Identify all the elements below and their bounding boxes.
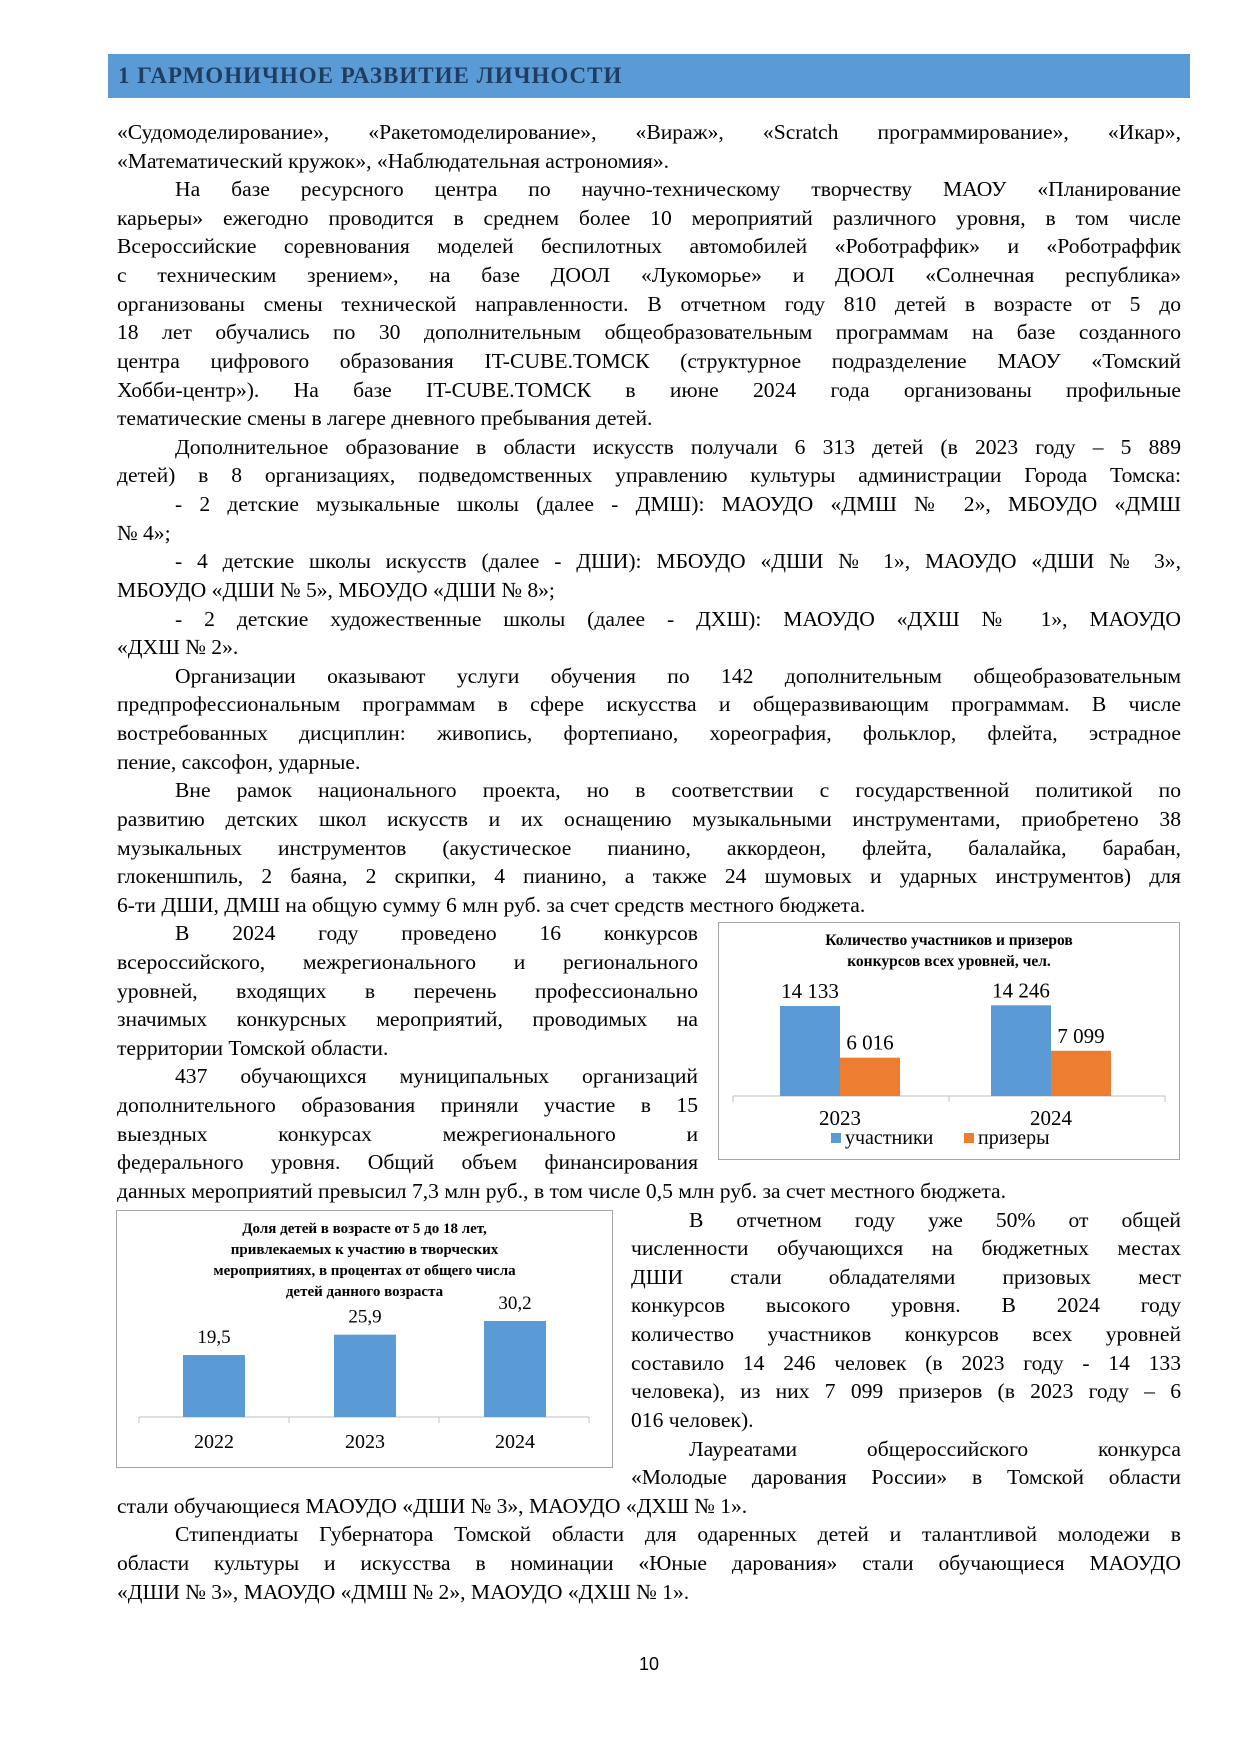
text-line: предпрофессиональным программам в сфере … [117, 692, 1181, 717]
text-line: «ДХШ № 2». [117, 635, 239, 660]
participants-chart: Количество участников и призеров конкурсо… [718, 922, 1180, 1160]
text-line: «Молодые дарования России» в Томской обл… [631, 1465, 1181, 1490]
text-line: карьеры» ежегодно проводится в среднем б… [117, 205, 1181, 230]
text-line: музыкальных инструментов (акустическое п… [117, 835, 1181, 860]
chart-title: детей данного возраста [286, 1284, 444, 1300]
text-line: федерального уровня. Общий объем финанси… [117, 1150, 698, 1175]
text-line: На базе ресурсного центра по научно-техн… [175, 177, 1181, 202]
legend-label: призеры [978, 1127, 1050, 1149]
chart-title: Доля детей в возрасте от 5 до 18 лет, [242, 1221, 487, 1237]
data-label: 30,2 [498, 1293, 531, 1314]
data-label: 14 133 [781, 979, 839, 1003]
text-line: 18 лет обучались по 30 дополнительным об… [117, 320, 1181, 345]
text-line: № 4»; [117, 520, 171, 545]
bar-2024 [484, 1321, 546, 1417]
text-line: тематические смены в лагере дневного пре… [117, 406, 653, 431]
text-line: уровней, входящих в перечень профессиона… [117, 978, 698, 1003]
bar-участники-2023 [780, 1006, 840, 1096]
text-line: Всероссийские соревнования моделей беспи… [117, 234, 1181, 259]
x-tick-label: 2024 [495, 1431, 535, 1453]
bar-призеры-2023 [840, 1057, 900, 1096]
data-label: 25,9 [348, 1307, 381, 1328]
text-line: Стипендиаты Губернатора Томской области … [175, 1522, 1181, 1547]
text-line: всероссийского, межрегионального и регио… [117, 949, 698, 974]
text-line: организованы смены технической направлен… [117, 291, 1181, 316]
text-line: - 2 детские музыкальные школы (далее - Д… [175, 492, 1181, 517]
text-line: МБОУДО «ДШИ № 5», МБОУДО «ДШИ № 8»; [117, 577, 555, 602]
text-line: территории Томской области. [117, 1035, 389, 1060]
text-line: стали обучающиеся МАОУДО «ДШИ № 3», МАОУ… [117, 1493, 748, 1518]
text-line: значимых конкурсных мероприятий, проводи… [117, 1007, 698, 1032]
legend-swatch [964, 1133, 974, 1143]
text-line: количество участников конкурсов всех уро… [631, 1322, 1181, 1347]
text-line: Дополнительное образование в области иск… [175, 434, 1181, 459]
text-line: с техническим зрением», на базе ДООЛ «Лу… [117, 263, 1181, 288]
section-header: 1 ГАРМОНИЧНОЕ РАЗВИТИЕ ЛИЧНОСТИ [108, 54, 1190, 98]
text-line: Вне рамок национального проекта, но в со… [175, 778, 1181, 803]
data-label: 7 099 [1057, 1024, 1104, 1048]
text-line: В 2024 году проведено 16 конкурсов [175, 921, 698, 946]
text-line: Хобби-центр»). На базе IT-CUBE.ТОМСК в и… [117, 377, 1181, 402]
bar-участники-2024 [991, 1005, 1051, 1096]
x-tick-label: 2024 [1030, 1106, 1073, 1130]
text-line: - 4 детские школы искусств (далее - ДШИ)… [175, 549, 1181, 574]
text-line: области культуры и искусства в номинации… [117, 1551, 1181, 1575]
page-number: 10 [638, 1654, 660, 1674]
text-line: «Судомоделирование», «Ракетомоделировани… [117, 120, 1181, 144]
bar-2023 [334, 1334, 396, 1417]
text-line: Лауреатами общероссийского конкурса [689, 1436, 1181, 1461]
text-line: численности обучающихся на бюджетных мес… [631, 1236, 1181, 1261]
text-line: 437 обучающихся муниципальных организаци… [175, 1064, 698, 1089]
chart-title: Количество участников и призеров [825, 932, 1073, 949]
text-line: В отчетном году уже 50% от общей [689, 1207, 1181, 1232]
text-line: ДШИ стали обладателями призовых мест [631, 1264, 1181, 1289]
text-line: глокеншпиль, 2 баяна, 2 скрипки, 4 пиани… [117, 864, 1181, 889]
bar-призеры-2024 [1051, 1050, 1111, 1096]
chart1-svg: Количество участников и призеров конкурсо… [732, 932, 1166, 1149]
chart2-svg: Доля детей в возрасте от 5 до 18 лет, при… [138, 1221, 590, 1453]
text-line: составило 14 246 человек (в 2023 году - … [631, 1350, 1181, 1375]
text-line: развитию детских школ искусств и их осна… [117, 806, 1181, 831]
chart-title: привлекаемых к участию в творческих [231, 1242, 499, 1258]
x-tick-label: 2023 [819, 1106, 861, 1130]
text-line: 016 человек). [631, 1407, 754, 1432]
legend-label: участники [845, 1127, 934, 1149]
text-line: пение, саксофон, ударные. [117, 749, 361, 774]
data-label: 14 246 [992, 978, 1050, 1002]
data-label: 6 016 [846, 1031, 893, 1055]
x-tick-label: 2022 [194, 1431, 234, 1453]
share-chart: Доля детей в возрасте от 5 до 18 лет, при… [116, 1210, 613, 1468]
chart-title: конкурсов всех уровней, чел. [847, 953, 1051, 970]
text-line: востребованных дисциплин: живопись, форт… [117, 721, 1181, 746]
data-label: 19,5 [197, 1327, 230, 1348]
text-line: человека), из них 7 099 призеров (в 2023… [631, 1379, 1181, 1404]
text-line: Организации оказывают услуги обучения по… [175, 663, 1181, 688]
text-line: выездных конкурсах межрегионального и [117, 1121, 698, 1146]
legend-swatch [831, 1133, 841, 1143]
text-line: - 2 детские художественные школы (далее … [175, 606, 1181, 631]
text-line: центра цифрового образования IT-CUBE.ТОМ… [117, 348, 1181, 373]
text-line: «Математический кружок», «Наблюдательная… [117, 148, 670, 173]
text-line: «ДШИ № 3», МАОУДО «ДМШ № 2», МАОУДО «ДХШ… [117, 1579, 690, 1604]
text-line: 6-ти ДШИ, ДМШ на общую сумму 6 млн руб. … [117, 892, 866, 917]
text-line: данных мероприятий превысил 7,3 млн руб.… [117, 1178, 1007, 1203]
chart-title: мероприятиях, в процентах от общего числ… [213, 1263, 516, 1279]
x-tick-label: 2023 [345, 1431, 385, 1453]
bar-2022 [183, 1355, 245, 1417]
text-line: детей) в 8 организациях, подведомственны… [117, 463, 1181, 488]
section-title: 1 ГАРМОНИЧНОЕ РАЗВИТИЕ ЛИЧНОСТИ [118, 63, 623, 88]
text-line: конкурсов высокого уровня. В 2024 году [631, 1293, 1181, 1318]
text-line: дополнительного образования приняли учас… [117, 1093, 698, 1118]
